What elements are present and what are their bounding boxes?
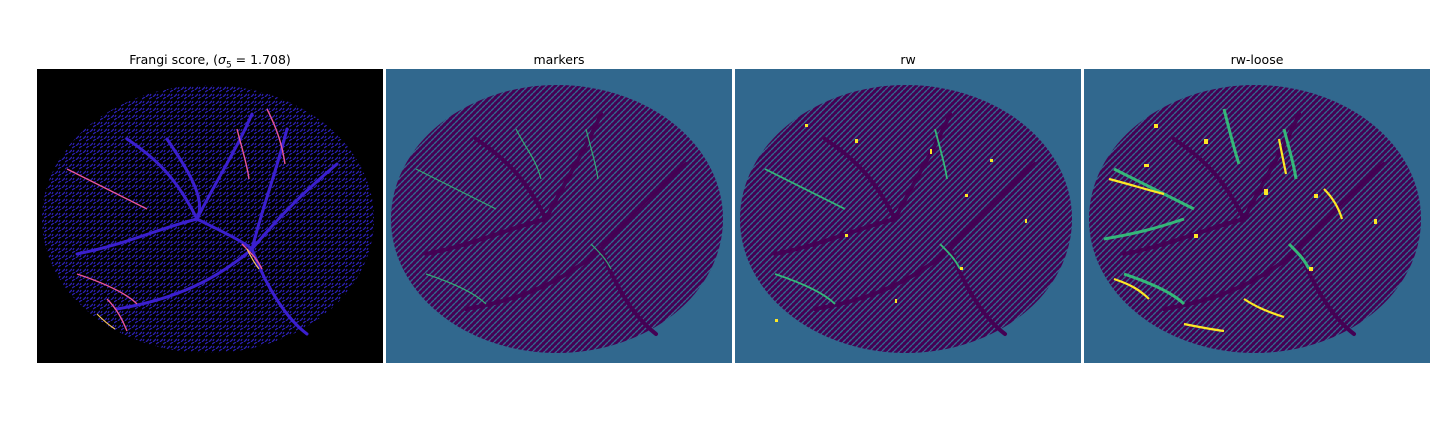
markers-panel: markers [386, 50, 732, 363]
markers-title: markers [386, 50, 732, 69]
rw-loose-title: rw-loose [1084, 50, 1430, 69]
frangi-title: Frangi score, (σ5 = 1.708) [37, 50, 383, 69]
frangi-panel: Frangi score, (σ5 = 1.708) [37, 50, 383, 363]
rw-loose-panel: rw-loose [1084, 50, 1430, 363]
rw-title: rw [735, 50, 1081, 69]
rw-panel: rw [735, 50, 1081, 363]
rw-loose-image [1084, 69, 1430, 363]
rw-image [735, 69, 1081, 363]
frangi-image [37, 69, 383, 363]
markers-image [386, 69, 732, 363]
